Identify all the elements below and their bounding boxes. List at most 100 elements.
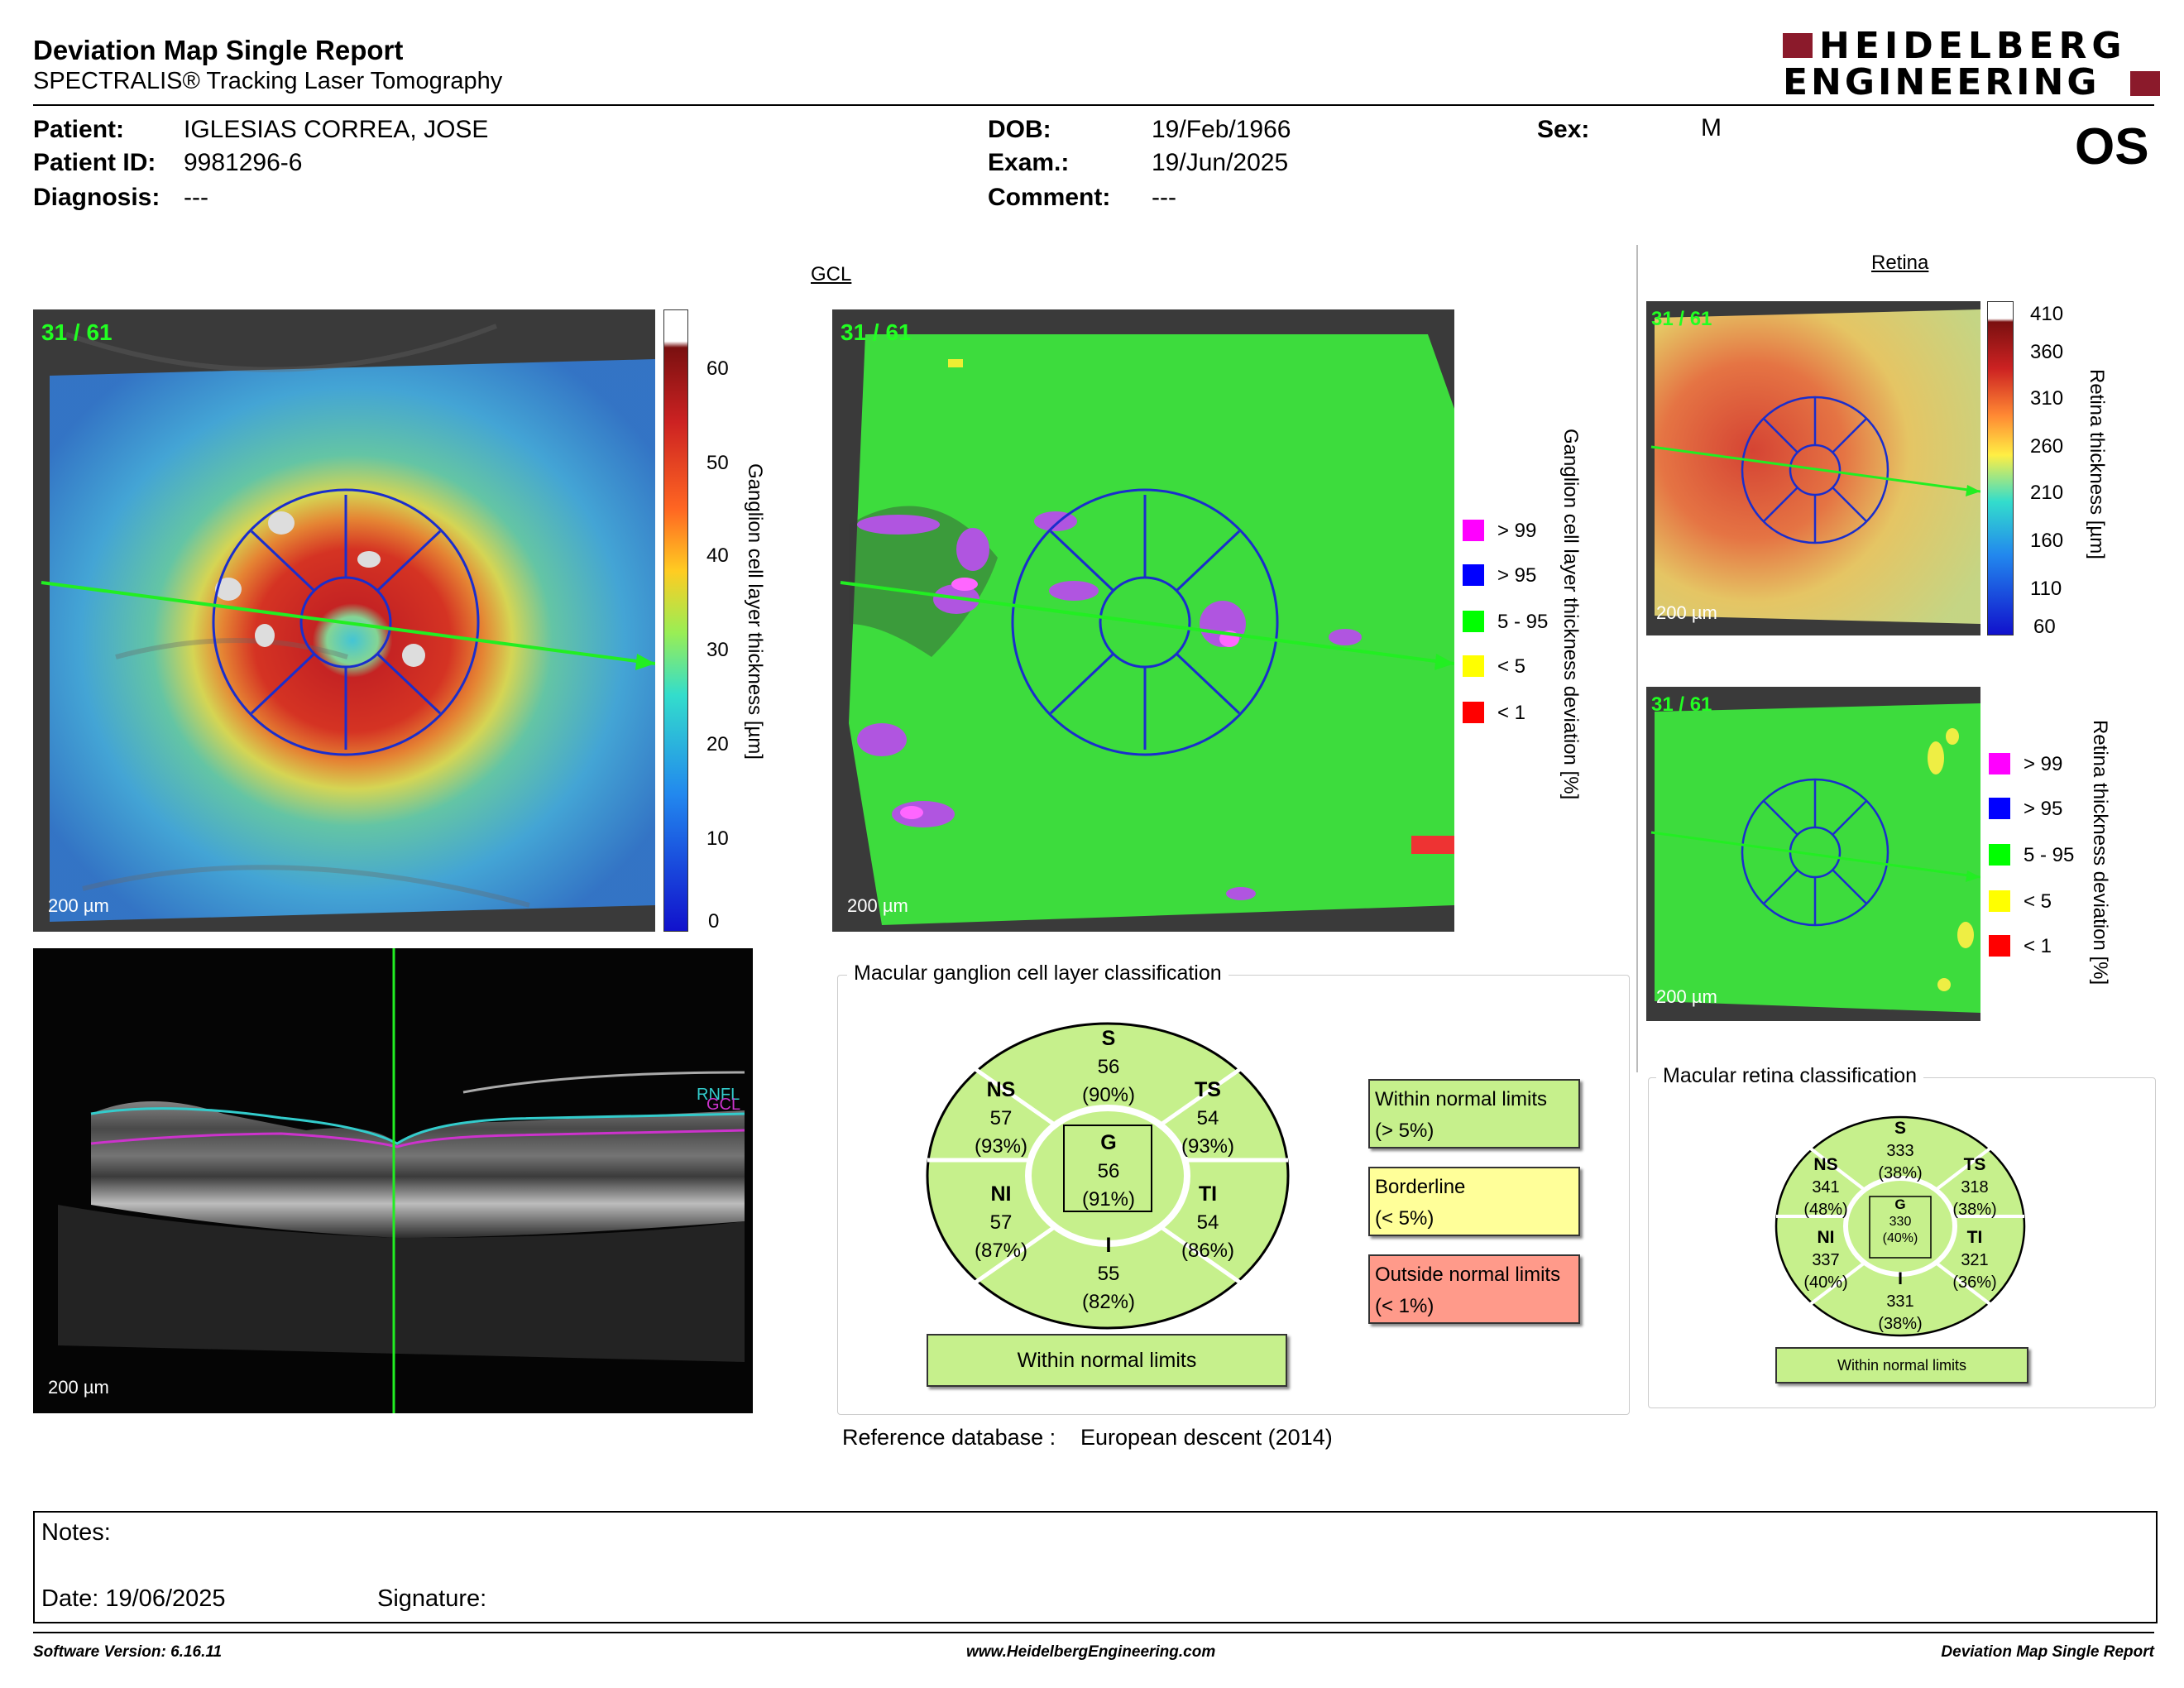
retina-sector-ts-value: 318 — [1961, 1178, 1989, 1196]
gcl-sector-ni-name: NI — [990, 1182, 1012, 1206]
gcl-sector-ni-pct: (87%) — [974, 1240, 1028, 1262]
retina-colorbar — [1987, 301, 2014, 635]
gcl-sector-i-pct: (82%) — [1081, 1291, 1136, 1313]
retina-tick: 410 — [2030, 303, 2064, 325]
reference-database-value: European descent (2014) — [1080, 1425, 1333, 1450]
notes-box[interactable]: Notes: Date: 19/06/2025 Signature: — [33, 1511, 2158, 1623]
retina-legend-swatch-lt5 — [1989, 890, 2010, 912]
gcl-label: GCL — [706, 1096, 741, 1114]
retina-dev-scale-bar: 200 µm — [1656, 986, 1717, 1007]
gcl-sector-s-pct: (90%) — [1081, 1084, 1136, 1106]
retina-sector-s: S 333 (38%) — [1871, 1117, 1929, 1185]
column-divider — [1636, 245, 1638, 1072]
gcl-deviation-map[interactable]: 31 / 61 200 µm — [832, 309, 1454, 932]
legend-label: 5 - 95 — [1497, 611, 1549, 633]
rnfl-label: RNFL — [697, 1086, 740, 1104]
oct-bscan[interactable]: RNFL GCL 200 µm — [33, 948, 753, 1413]
gcl-sector-ti-name: TI — [1198, 1182, 1218, 1206]
gcl-sector-ns-pct: (93%) — [974, 1135, 1028, 1158]
retina-scale-bar: 200 µm — [1656, 602, 1717, 623]
gcl-sector-s-name: S — [1101, 1027, 1116, 1050]
retina-sector-s-value: 333 — [1886, 1142, 1914, 1160]
diagnosis-label: Diagnosis: — [33, 184, 160, 211]
legend-outside-normal: Outside normal limits (< 1%) — [1368, 1254, 1580, 1324]
legend-within-normal: Within normal limits (> 5%) — [1368, 1079, 1580, 1149]
retina-deviation-title: Retina thickness deviation [%] — [2089, 720, 2111, 985]
legend-borderline: Borderline (< 5%) — [1368, 1167, 1580, 1236]
retina-sector-g: G 330 (40%) — [1871, 1196, 1929, 1247]
retina-dev-frame-counter: 31 / 61 — [1651, 693, 1712, 716]
dob: 19/Feb/1966 — [1152, 116, 1291, 143]
retina-result-box: Within normal limits — [1775, 1347, 2028, 1383]
gcl-sector-ns-value: 57 — [989, 1107, 1013, 1129]
gcl-tick: 0 — [708, 910, 720, 933]
logo-text-bottom: ENGINEERING — [1783, 61, 2100, 103]
eye-label: OS — [2075, 118, 2149, 175]
gcl-colorbar-title: Ganglion cell layer thickness [µm] — [744, 463, 766, 760]
patient-id-label: Patient ID: — [33, 149, 156, 176]
retina-legend-label: 5 - 95 — [2024, 844, 2075, 866]
legend-swatch-gt95 — [1463, 564, 1484, 586]
logo-text-top: HEIDELBERG — [1819, 25, 2127, 67]
retina-thickness-image — [1646, 301, 1980, 635]
retina-section-title: Retina — [1871, 252, 1929, 274]
retina-tick: 110 — [2030, 578, 2062, 600]
comment: --- — [1152, 184, 1176, 211]
retina-sector-ts: TS 318 (38%) — [1946, 1153, 2004, 1221]
gcl-tick: 30 — [706, 639, 729, 661]
gcl-sector-s-value: 56 — [1097, 1056, 1120, 1078]
gcl-thickness-map[interactable]: 31 / 61 200 µm — [33, 309, 655, 932]
exam-date: 19/Jun/2025 — [1152, 149, 1289, 176]
retina-tick: 60 — [2033, 616, 2056, 638]
gcl-scale-bar: 200 µm — [48, 895, 109, 916]
gcl-tick: 40 — [706, 544, 729, 567]
legend-label: < 5 — [1497, 655, 1526, 678]
gcl-sector-ts: TS 54 (93%) — [1166, 1076, 1249, 1161]
legend-borderline-line1: Borderline — [1375, 1176, 1466, 1198]
retina-sector-g-value: 330 — [1889, 1215, 1912, 1229]
legend-outside-line1: Outside normal limits — [1375, 1264, 1561, 1286]
gcl-tick: 60 — [706, 357, 729, 380]
patient-label: Patient: — [33, 116, 125, 143]
retina-sector-ti-pct: (36%) — [1952, 1273, 1997, 1292]
retina-sector-ti-name: TI — [1966, 1228, 1983, 1247]
signature-label: Signature: — [377, 1585, 487, 1612]
retina-sector-s-name: S — [1894, 1119, 1906, 1138]
gcl-sector-ts-pct: (93%) — [1181, 1135, 1235, 1158]
legend-label: > 95 — [1497, 564, 1537, 587]
retina-legend-swatch-gt95 — [1989, 798, 2010, 819]
gcl-sector-g-pct: (91%) — [1081, 1188, 1136, 1211]
retina-tick: 260 — [2030, 435, 2064, 458]
gcl-sector-ni: NI 57 (87%) — [960, 1180, 1042, 1265]
gcl-sector-ti-value: 54 — [1196, 1211, 1219, 1234]
gcl-sector-g-value: 56 — [1097, 1160, 1120, 1182]
gcl-deviation-image — [832, 309, 1454, 932]
legend-outside-line2: (< 1%) — [1375, 1295, 1434, 1317]
gcl-tick: 10 — [706, 827, 729, 850]
retina-sector-s-pct: (38%) — [1878, 1164, 1923, 1182]
retina-deviation-image — [1646, 687, 1980, 1021]
date-label: Date: 19/06/2025 — [41, 1585, 226, 1612]
patient-name: IGLESIAS CORREA, JOSE — [184, 116, 489, 143]
gcl-tick: 20 — [706, 733, 729, 755]
retina-colorbar-title: Retina thickness [µm] — [2086, 369, 2108, 559]
patient-id: 9981296-6 — [184, 149, 303, 176]
website-link[interactable]: www.HeidelbergEngineering.com — [966, 1643, 1216, 1661]
gcl-sector-i: I 55 (82%) — [1067, 1231, 1150, 1316]
gcl-sector-ns-name: NS — [986, 1078, 1016, 1101]
oct-bscan-image — [58, 948, 745, 1413]
retina-thickness-map[interactable]: 31 / 61 200 µm — [1646, 301, 1980, 635]
retina-deviation-map[interactable]: 31 / 61 200 µm — [1646, 687, 1980, 1021]
gcl-dev-frame-counter: 31 / 61 — [841, 319, 912, 345]
retina-legend-label: < 5 — [2024, 890, 2052, 913]
exam-label: Exam.: — [988, 149, 1070, 176]
gcl-thickness-image — [33, 309, 655, 932]
software-version: Software Version: 6.16.11 — [33, 1643, 223, 1661]
legend-label: < 1 — [1497, 702, 1526, 724]
footer-rule — [33, 1632, 2154, 1633]
retina-sector-ts-name: TS — [1963, 1155, 1986, 1174]
retina-sector-ni-name: NI — [1817, 1228, 1835, 1247]
retina-sector-ni-pct: (40%) — [1803, 1273, 1848, 1292]
dob-label: DOB: — [988, 116, 1051, 143]
report-title: Deviation Map Single Report — [33, 35, 404, 65]
